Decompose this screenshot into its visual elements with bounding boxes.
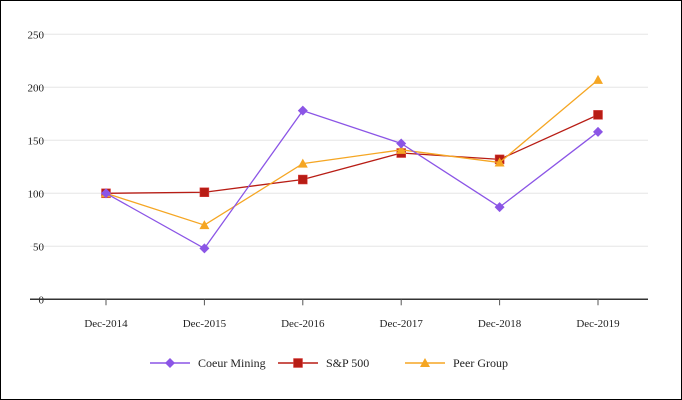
y-tick-label: 200 — [28, 82, 45, 94]
series-line-1 — [105, 114, 599, 194]
legend-label: Coeur Mining — [198, 356, 266, 370]
data-point — [199, 187, 210, 197]
data-point — [593, 126, 603, 137]
data-point — [298, 174, 308, 185]
series-line-0 — [105, 109, 599, 250]
data-point — [593, 74, 603, 84]
series-line-2 — [105, 79, 599, 226]
data-point — [297, 105, 308, 116]
data-point — [297, 158, 308, 168]
x-tick-label: Dec-2019 — [576, 318, 620, 330]
data-point — [494, 202, 505, 213]
x-tick-label: Dec-2018 — [478, 318, 522, 330]
legend-marker — [165, 358, 175, 368]
y-tick-label: 100 — [28, 188, 45, 200]
data-point — [593, 110, 603, 120]
data-point — [199, 220, 210, 230]
x-tick-label: Dec-2016 — [281, 318, 325, 330]
data-point — [199, 243, 210, 254]
y-tick-label: 50 — [33, 241, 45, 253]
legend-marker — [420, 358, 430, 367]
x-tick-label: Dec-2014 — [84, 318, 128, 330]
data-point — [396, 138, 407, 149]
data-point — [101, 188, 111, 199]
x-tick-label: Dec-2015 — [183, 318, 227, 330]
y-tick-label: 250 — [28, 29, 45, 41]
y-tick-label: 150 — [28, 135, 45, 147]
legend-label: S&P 500 — [326, 356, 369, 370]
legend-label: Peer Group — [453, 356, 508, 370]
x-tick-label: Dec-2017 — [380, 318, 424, 330]
data-point — [494, 157, 505, 167]
data-point — [396, 144, 407, 154]
legend-marker — [293, 358, 303, 368]
y-tick-label: 0 — [39, 294, 45, 306]
